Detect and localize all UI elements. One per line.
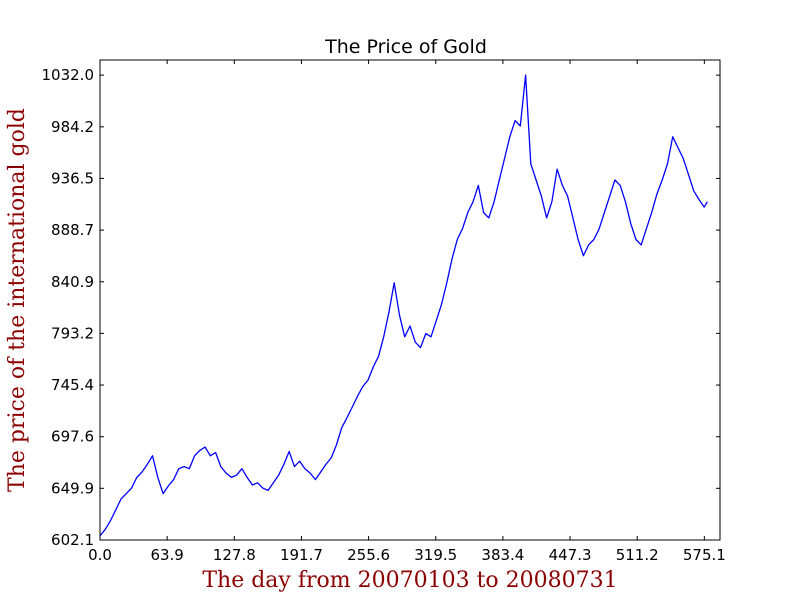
y-tick-label: 697.6: [51, 428, 94, 446]
x-axis-label: The day from 20070103 to 20080731: [202, 568, 617, 593]
y-tick-label: 936.5: [51, 169, 94, 187]
y-tick-label: 793.2: [51, 324, 94, 342]
y-tick-label: 602.1: [51, 531, 94, 549]
x-tick-label: 191.7: [280, 546, 323, 564]
y-tick-label: 745.4: [51, 376, 94, 394]
plot-frame: [99, 59, 721, 541]
x-tick-label: 383.4: [481, 546, 524, 564]
x-tick-label: 255.6: [347, 546, 390, 564]
y-tick-label: 888.7: [51, 221, 94, 239]
x-tick-label: 511.2: [616, 546, 659, 564]
y-tick-label: 840.9: [51, 273, 94, 291]
chart-title: The Price of Gold: [324, 36, 487, 58]
y-axis-label: The price of the international gold: [5, 108, 30, 492]
y-tick-label: 1032.0: [42, 66, 95, 84]
price-line: [99, 74, 708, 537]
x-tick-label: 319.5: [414, 546, 457, 564]
y-tick-label: 649.9: [51, 479, 94, 497]
x-tick-label: 0.0: [88, 546, 112, 564]
x-tick-label: 63.9: [150, 546, 183, 564]
x-tick-label: 575.1: [683, 546, 726, 564]
axis-ticks: 0.0 63.9 127.8 191.7 255.6 319.5 383.4 447.3 511…: [42, 60, 726, 564]
x-tick-label: 127.8: [213, 546, 256, 564]
x-tick-label: 447.3: [549, 546, 592, 564]
y-tick-label: 984.2: [51, 118, 94, 136]
